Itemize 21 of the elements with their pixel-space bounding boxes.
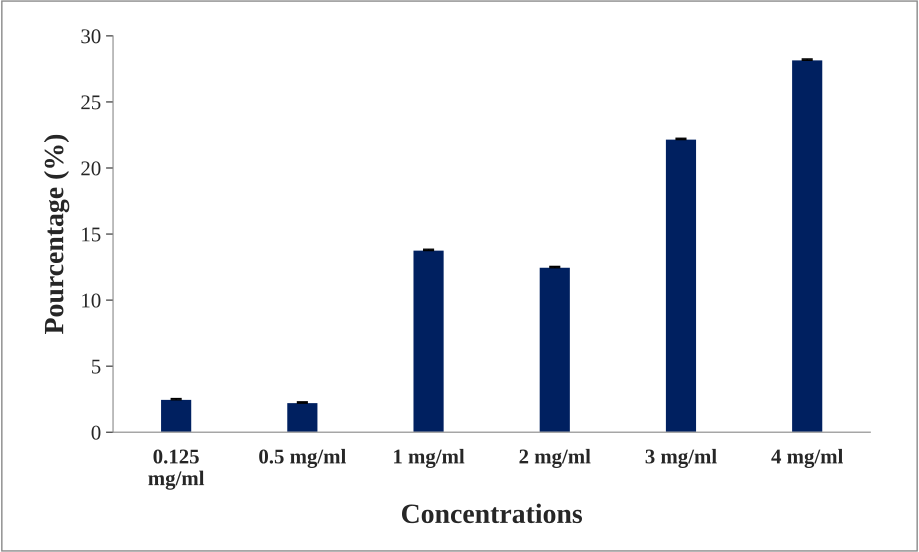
bar [160, 398, 193, 432]
y-tick-label: 15 [82, 228, 100, 242]
bar [664, 138, 698, 432]
x-tick-label: 0.125 mg/ml [148, 449, 204, 490]
bar [286, 402, 319, 432]
x-axis-title: Concentrations [402, 504, 582, 524]
x-tick-label: 4 mg/ml [771, 448, 843, 468]
bar [538, 266, 572, 432]
y-tick-label: 30 [81, 29, 100, 44]
x-tick-label: 1 mg/ml [394, 448, 464, 468]
y-tick-label: 0 [92, 426, 100, 440]
x-tick-label: 2 mg/ml [519, 448, 591, 468]
x-tick-label: 0.5 mg/ml [259, 448, 346, 468]
x-tick-label: 3 mg/ml [646, 448, 717, 468]
bar [412, 249, 446, 432]
y-tick-label: 5 [92, 360, 100, 374]
bar [790, 58, 824, 432]
y-tick-label: 10 [82, 293, 100, 308]
y-tick-label: 25 [81, 95, 100, 110]
y-axis-title: Pourcentage (%) [44, 134, 70, 334]
y-tick-label: 20 [81, 161, 100, 176]
